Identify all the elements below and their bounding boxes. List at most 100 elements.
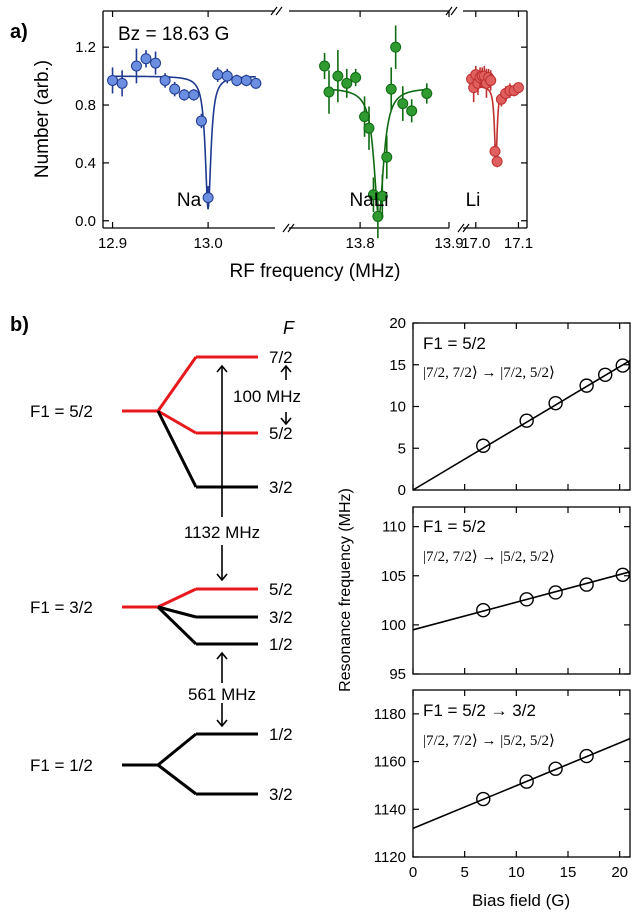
data-point xyxy=(323,86,335,98)
f-label: 3/2 xyxy=(269,608,293,627)
x-tick-label: 10 xyxy=(508,864,525,881)
f-label: 1/2 xyxy=(269,635,293,654)
res-plot-mid-ticks: 95 100 105 110 xyxy=(381,507,630,683)
x-tick-label: 13.0 xyxy=(194,235,223,252)
f1-label-5-2: F1 = 5/2 xyxy=(30,402,93,421)
data-point xyxy=(130,60,142,72)
x-tick-label: 20 xyxy=(611,864,628,881)
fit-curve xyxy=(324,88,427,218)
data-point xyxy=(202,192,214,204)
y-tick-label: 95 xyxy=(389,666,406,683)
y-tick-label: 5 xyxy=(398,440,406,457)
data-point xyxy=(548,585,563,600)
f-label: 3/2 xyxy=(269,785,293,804)
y-tick-label: 100 xyxy=(381,617,406,634)
res-plot-top-transition: |7/2, 7/2⟩ → |7/2, 5/2⟩ xyxy=(423,365,555,381)
res-plot-bottom-data xyxy=(412,737,631,830)
x-tick-label: 13.9 xyxy=(434,235,463,252)
y-tick-label: 15 xyxy=(389,357,406,374)
res-plot-top-data xyxy=(412,358,631,491)
data-point xyxy=(519,592,534,607)
data-point xyxy=(363,122,375,134)
data-point xyxy=(385,83,397,95)
data-point xyxy=(372,210,384,222)
y-tick-label: 1140 xyxy=(374,801,406,818)
data-point xyxy=(140,53,152,65)
f-label: 1/2 xyxy=(269,725,293,744)
data-point xyxy=(390,41,402,53)
data-point xyxy=(421,87,433,99)
data-point xyxy=(598,367,613,382)
f1-label-3-2: F1 = 3/2 xyxy=(30,598,93,617)
res-plot-top: 0 5 10 15 20 F1 = 5/2 |7/2, 7/2⟩ → |7/2, 5/2… xyxy=(389,315,631,499)
y-tick-label: 0.0 xyxy=(75,213,96,230)
panel-a-label: a) xyxy=(10,21,28,43)
data-point xyxy=(341,77,353,89)
panel-a-title: Bz = 18.63 G xyxy=(118,24,229,45)
y-tick-label: 0.8 xyxy=(75,97,96,114)
panel-a-y-axis-label: Number (arb.) xyxy=(32,60,53,178)
data-point xyxy=(159,74,171,86)
data-point xyxy=(231,74,243,86)
f1-1-2-manifold xyxy=(122,732,258,796)
gap-arrows xyxy=(216,364,292,728)
x-tick-label: 5 xyxy=(460,864,468,881)
res-plot-bottom-frame xyxy=(412,689,631,858)
data-point xyxy=(615,567,630,582)
segment-label: NaLi xyxy=(349,190,388,211)
res-plot-top-ticks: 0 5 10 15 20 xyxy=(389,315,630,499)
res-plot-mid: 95 100 105 110 F1 = 5/2 |7/2, 7/2⟩ → |5/2, … xyxy=(381,506,631,683)
data-point xyxy=(476,438,491,453)
fit-line xyxy=(412,571,631,631)
data-point xyxy=(240,74,252,86)
y-tick-label: 0 xyxy=(398,482,406,499)
y-tick-label: 1180 xyxy=(374,706,406,723)
data-point xyxy=(476,791,491,807)
data-point xyxy=(491,155,503,167)
data-point xyxy=(485,74,497,86)
f-label: 5/2 xyxy=(269,424,293,443)
gap-label-1132: 1132 MHz xyxy=(184,523,260,542)
data-point xyxy=(548,761,563,776)
segment-label: Li xyxy=(466,190,481,211)
f-label: 3/2 xyxy=(269,478,293,497)
data-point xyxy=(319,60,331,72)
res-plot-bottom-transition: |7/2, 7/2⟩ → |5/2, 5/2⟩ xyxy=(423,733,555,749)
res-plot-bottom-ticks: 1120 1140 1160 1180 0 5 10 15 20 xyxy=(374,690,630,881)
y-tick-label: 1160 xyxy=(374,754,406,771)
resonance-plots: 0 5 10 15 20 F1 = 5/2 |7/2, 7/2⟩ → |7/2, 5/2… xyxy=(337,315,631,910)
y-tick-label: 110 xyxy=(382,519,406,536)
gap-label-100: 100 MHz xyxy=(233,387,301,406)
data-point xyxy=(512,82,524,94)
data-point xyxy=(107,74,119,86)
data-point xyxy=(188,89,200,101)
data-point xyxy=(579,748,594,764)
data-point xyxy=(381,151,393,163)
data-point xyxy=(359,111,371,123)
y-tick-label: 20 xyxy=(389,315,406,332)
data-point xyxy=(221,70,233,82)
data-point xyxy=(150,57,162,69)
data-point xyxy=(250,77,262,89)
segment-nali: 13.8 13.9 NaLi xyxy=(319,11,464,252)
data-point xyxy=(548,395,563,411)
data-point xyxy=(406,105,418,117)
data-point xyxy=(489,145,501,157)
x-tick-label: 0 xyxy=(409,864,417,881)
f1-label-1-2: F1 = 1/2 xyxy=(30,756,93,775)
data-point xyxy=(195,115,207,127)
x-tick-label: 15 xyxy=(560,864,577,881)
segment-li: 17.0 17.1 Li xyxy=(461,11,533,252)
segment-na: 12.9 13.0 Na xyxy=(98,11,262,252)
data-point xyxy=(350,72,362,84)
y-tick-label: 105 xyxy=(381,568,406,585)
res-y-axis-label: Resonance frequency (MHz) xyxy=(337,488,354,692)
data-point xyxy=(212,69,224,81)
f-label: 7/2 xyxy=(269,348,293,367)
f1-3-2-manifold xyxy=(122,587,258,646)
res-plot-mid-label: F1 = 5/2 xyxy=(423,517,486,536)
data-point xyxy=(376,190,388,202)
f1-5-2-manifold xyxy=(122,355,258,489)
